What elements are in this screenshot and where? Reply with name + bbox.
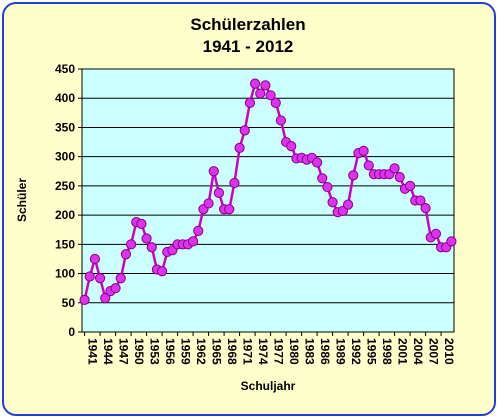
data-point (229, 177, 240, 189)
y-tick-label: 450 (55, 62, 75, 76)
data-point (193, 225, 204, 236)
x-tick-label: 1947 (117, 338, 131, 365)
y-tick-label: 150 (55, 237, 75, 251)
data-point (322, 181, 333, 193)
y-tick-label: 250 (55, 179, 75, 193)
data-point (136, 218, 147, 229)
x-tick-label: 1983 (303, 338, 317, 365)
data-point (249, 78, 261, 89)
x-tick-label: 1956 (163, 338, 177, 365)
x-tick-label: 1968 (225, 338, 239, 365)
data-point (125, 239, 137, 250)
data-point (141, 233, 152, 244)
data-point (363, 160, 374, 171)
data-point (430, 228, 442, 239)
x-tick-label: 2004 (411, 338, 425, 365)
x-tick-label: 2007 (427, 338, 441, 365)
x-axis-label: Schuljahr (241, 379, 296, 393)
data-point (286, 141, 297, 152)
data-point (115, 273, 126, 284)
x-tick-label: 1977 (272, 338, 286, 365)
data-point (342, 199, 354, 210)
data-point (239, 125, 250, 136)
data-point (415, 195, 426, 206)
data-point (265, 90, 276, 101)
data-point (389, 163, 400, 174)
data-point (275, 115, 287, 126)
x-tick-label: 1941 (86, 338, 100, 365)
data-point (156, 266, 168, 277)
x-tick-label: 1992 (349, 338, 363, 365)
x-tick-label: 1986 (318, 338, 332, 365)
data-point (110, 283, 121, 294)
data-point (348, 170, 359, 181)
data-point (100, 293, 111, 304)
x-tick-label: 1995 (365, 338, 379, 365)
data-point (255, 88, 266, 99)
x-tick-label: 1998 (380, 338, 394, 365)
data-point (270, 97, 281, 108)
x-tick-label: 1974 (256, 338, 270, 365)
chart: Schülerzahlen 1941 - 2012 0 50 100 150 200 25… (15, 15, 457, 393)
data-point (234, 142, 245, 153)
data-point (224, 204, 235, 215)
y-axis-label: Schüler (15, 178, 29, 222)
data-point (84, 271, 95, 282)
data-point (327, 197, 338, 208)
data-point (89, 253, 101, 265)
y-tick-label: 100 (55, 267, 75, 281)
data-point (260, 80, 271, 91)
data-point (420, 202, 431, 214)
y-tick-label: 300 (55, 150, 75, 164)
x-tick-label: 2001 (396, 338, 410, 365)
data-point (94, 273, 106, 284)
x-tick-label: 1944 (101, 338, 115, 365)
y-tick-label: 50 (62, 296, 76, 310)
data-point (208, 166, 219, 177)
data-point (446, 236, 457, 247)
data-point (404, 180, 416, 191)
x-tick-label: 1962 (194, 338, 208, 365)
data-point (146, 242, 157, 253)
x-axis-ticks: 1941 1944 1947 1950 1953 1956 1959 1962 1965 1968… (84, 332, 456, 365)
chart-title: Schülerzahlen (190, 15, 305, 34)
y-tick-label: 400 (55, 91, 75, 105)
data-point (244, 97, 256, 108)
x-tick-label: 1965 (210, 338, 224, 365)
data-point (213, 187, 225, 199)
y-tick-label: 0 (68, 325, 75, 339)
x-tick-label: 1953 (148, 338, 162, 365)
plot-area (81, 68, 455, 333)
x-tick-label: 1950 (132, 338, 146, 365)
data-point (187, 236, 199, 247)
data-point (79, 294, 90, 305)
y-tick-label: 200 (55, 208, 75, 222)
chart-frame: Schülerzahlen 1941 - 2012 0 50 100 150 200 25… (2, 2, 496, 416)
x-tick-label: 1971 (241, 338, 255, 365)
data-point (358, 145, 369, 156)
y-axis-ticks: 0 50 100 150 200 250 300 350 400 450 (55, 62, 82, 339)
grid-lines (82, 97, 454, 304)
data-point (311, 157, 323, 168)
series (79, 78, 457, 305)
x-tick-label: 2010 (442, 338, 456, 365)
data-point (120, 249, 132, 260)
x-tick-label: 1989 (334, 338, 348, 365)
x-tick-label: 1959 (179, 338, 193, 365)
y-tick-label: 350 (55, 120, 75, 134)
data-point (317, 173, 328, 184)
data-point (394, 172, 405, 183)
data-point (203, 198, 214, 209)
x-tick-label: 1980 (287, 338, 301, 365)
chart-subtitle: 1941 - 2012 (203, 37, 294, 56)
